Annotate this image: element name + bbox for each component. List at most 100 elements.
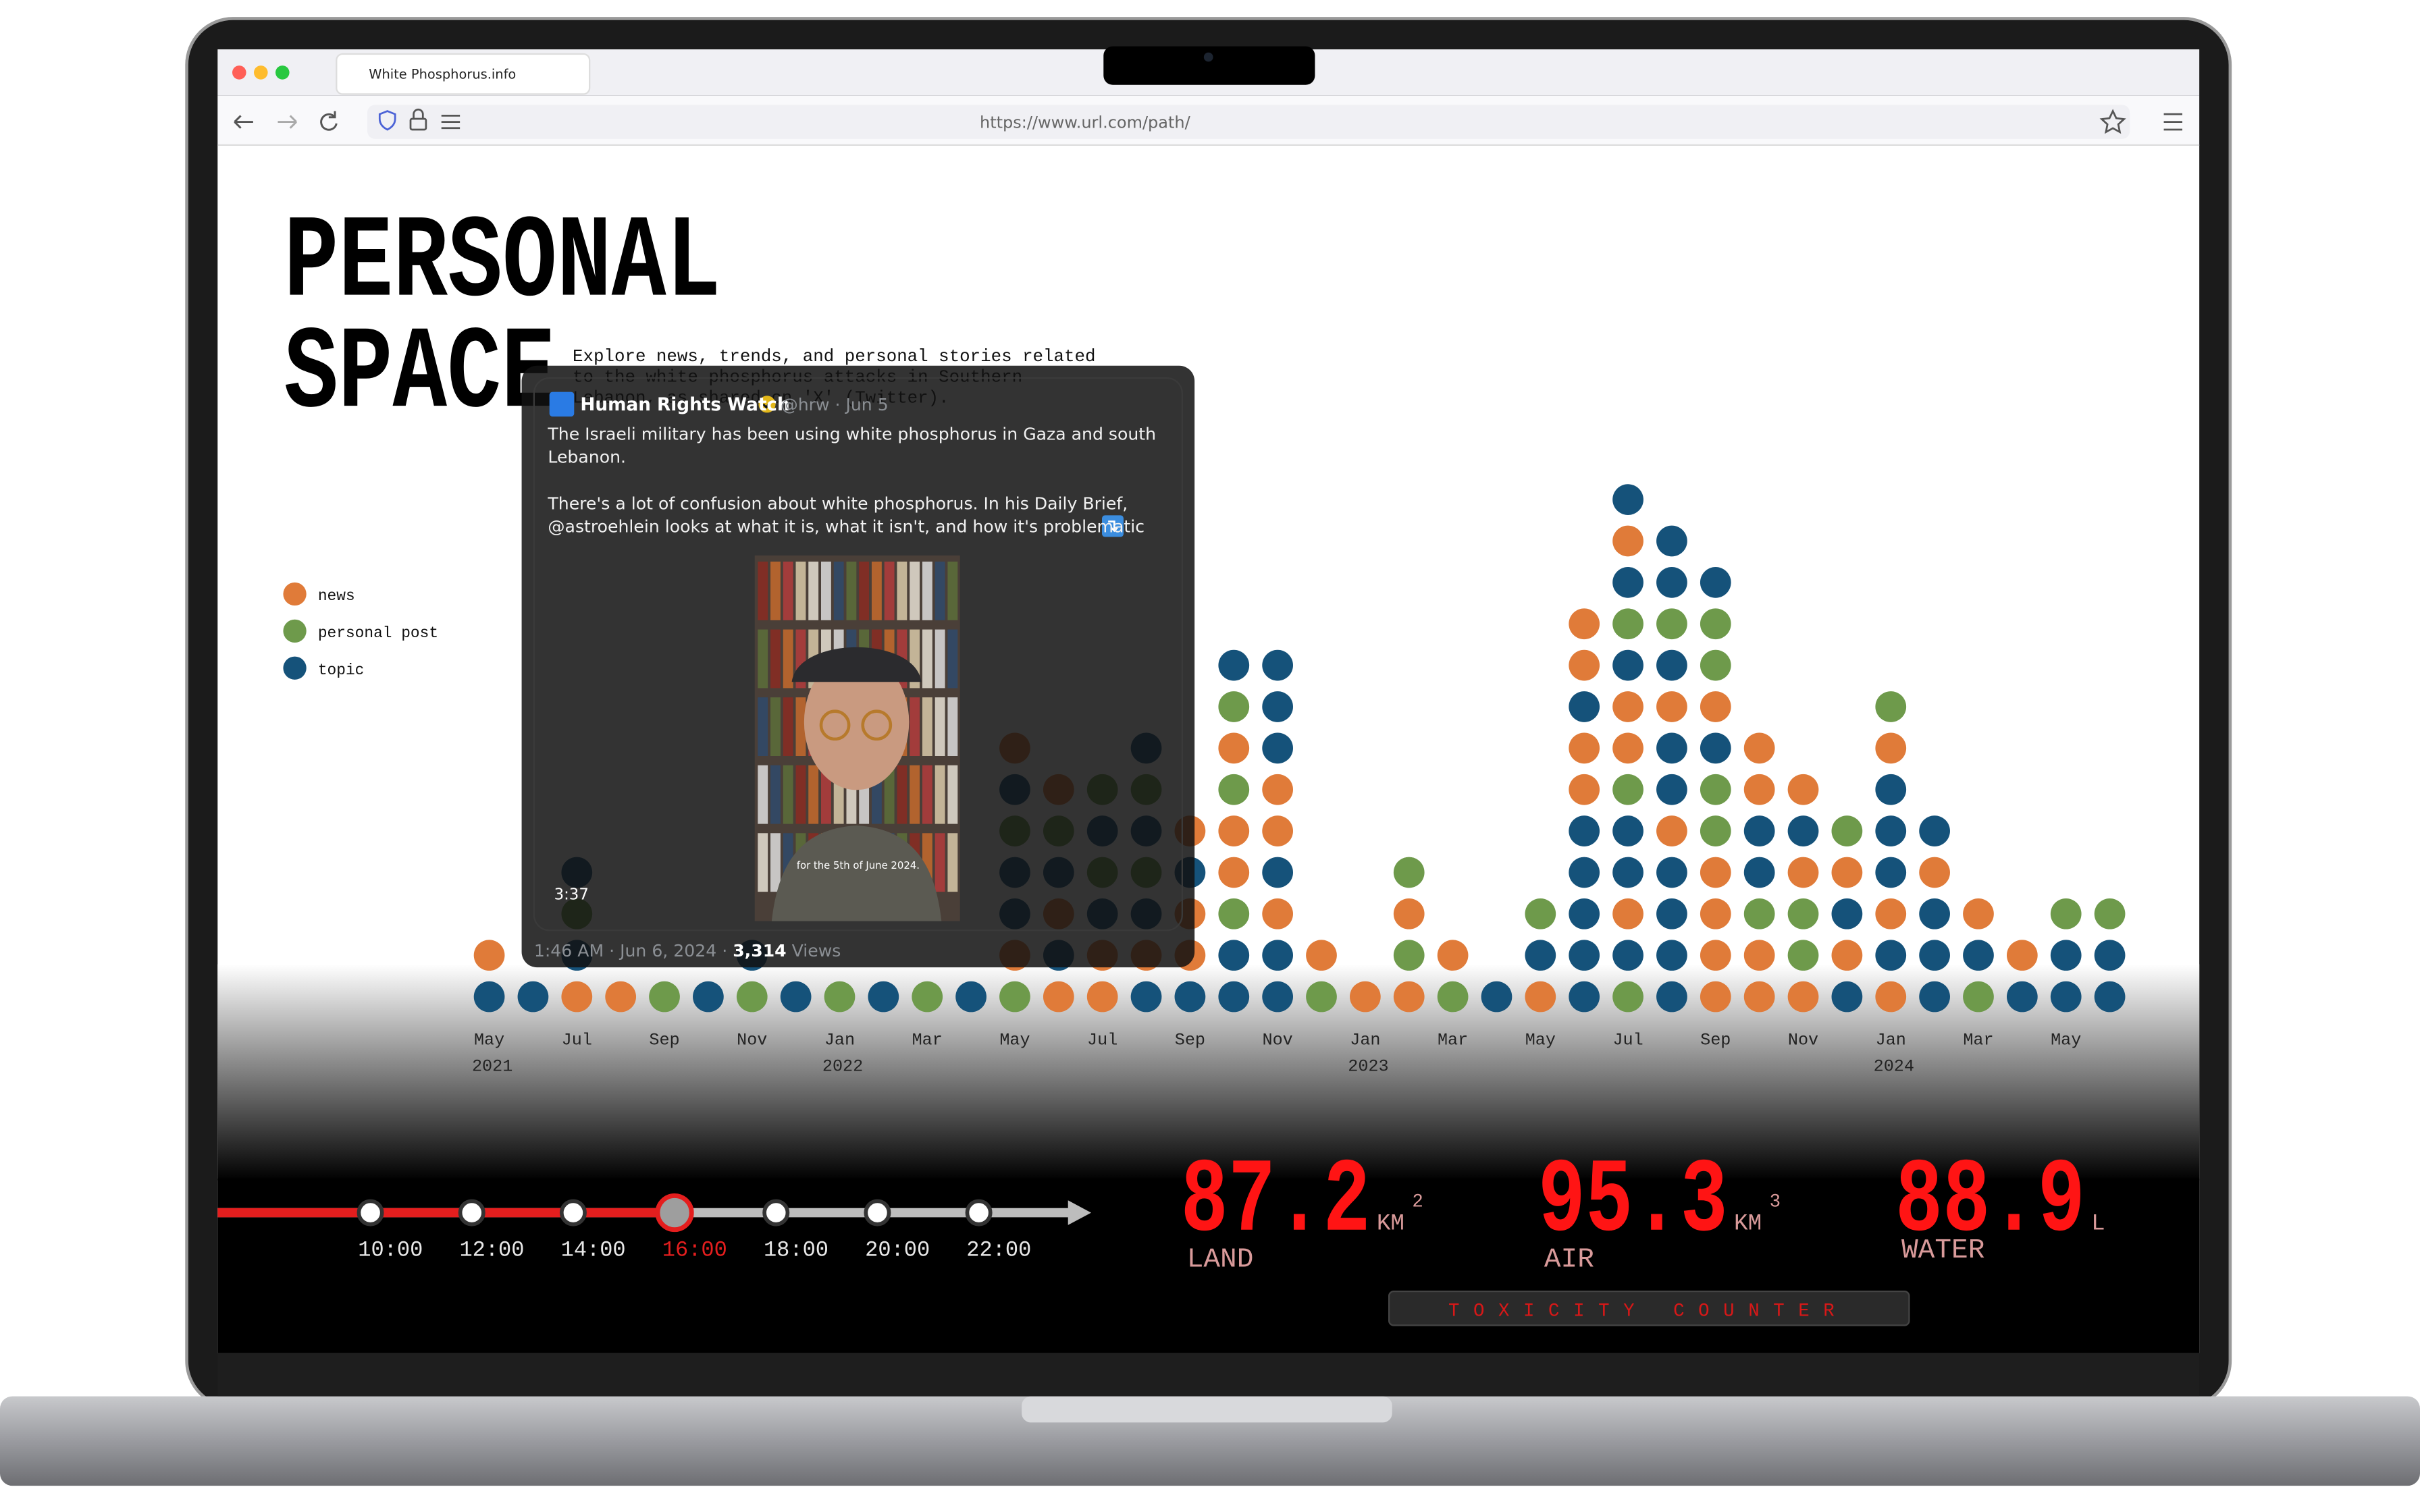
book [821,765,831,824]
forward-button[interactable] [278,115,297,129]
close-button[interactable] [232,65,246,80]
book [922,562,932,620]
legend-swatch [283,656,307,680]
dot [1875,732,1907,764]
timeline-label: 18:00 [764,1238,828,1263]
dot [1831,857,1863,888]
dot [1875,691,1907,722]
dot [1743,940,1775,971]
tab[interactable] [336,53,591,95]
legend-label: news [318,587,355,605]
dot [1393,898,1425,929]
video-caption: for the 5th of June 2024. [797,859,920,871]
dot [1612,815,1643,846]
glasses-left [819,709,851,741]
dot [1875,981,1907,1013]
counter-value: 88.9 [1895,1143,2085,1262]
dot [1612,691,1643,722]
url-bar[interactable] [367,105,2130,139]
zoom-button[interactable] [275,65,290,80]
x-tick-label: Jul [1087,1030,1117,1050]
book [783,697,793,756]
dot [1656,732,1687,764]
dot [1743,898,1775,929]
dot [1919,981,1950,1013]
book [859,562,870,620]
dot [1525,981,1556,1013]
shield-icon[interactable] [378,110,396,131]
tweet-text: Lebanon. [548,448,626,467]
dot [1262,981,1293,1013]
lock-icon[interactable] [409,117,427,131]
book [770,562,781,620]
dot [1963,981,1994,1013]
dot [1787,940,1819,971]
x-tick-label: Sep [649,1030,679,1050]
x-tick-label: Sep [1700,1030,1731,1050]
dot [1612,567,1643,598]
menu-button[interactable] [2163,113,2182,131]
legend-label: topic [318,662,365,679]
timeline-node [559,1199,587,1226]
settings-icon[interactable] [441,115,461,130]
minimize-button[interactable] [254,65,268,80]
dot [1569,981,1600,1013]
legend-swatch [283,582,307,606]
book [922,765,932,824]
dot [1306,981,1337,1013]
video[interactable] [754,555,960,921]
book [910,765,920,824]
dot [693,981,724,1013]
tweet-footer: 1:46 AM · Jun 6, 2024 · 3,314 Views [534,941,841,961]
dot [1831,898,1863,929]
dot [517,981,549,1013]
cap [791,647,922,682]
book [935,629,945,688]
back-button[interactable] [234,115,253,129]
book [897,765,908,824]
bookmark-star[interactable] [2099,109,2126,134]
dot [1130,981,1162,1013]
dot [1612,484,1643,515]
dot [1963,898,1994,929]
dot [1393,940,1425,971]
timeline-node [762,1199,790,1226]
dot [1787,981,1819,1013]
dot [1262,857,1293,888]
dot [955,981,987,1013]
dot [1700,732,1731,764]
dot [1218,732,1250,764]
dot [1612,898,1643,929]
dot [1919,857,1950,888]
dot [1875,940,1907,971]
dot [1612,732,1643,764]
dot [1700,857,1731,888]
dot [1875,898,1907,929]
counter-unit: L [2091,1211,2105,1237]
x-tick-label: Mar [1963,1030,1993,1050]
dot [1919,898,1950,929]
book [922,697,932,756]
tweet-tooltip[interactable] [521,365,1195,968]
dot [2050,898,2082,929]
dot [2006,940,2038,971]
book [770,765,781,824]
dot [1174,981,1206,1013]
dot [1743,981,1775,1013]
timeline-node [458,1199,485,1226]
dot [1831,815,1863,846]
book [808,765,819,824]
book [770,833,781,892]
camera-notch [1103,46,1315,85]
reload-button[interactable] [320,111,338,131]
counter-label: LAND [1187,1245,1254,1276]
dot [1218,774,1250,805]
dot [1700,815,1731,846]
dot [1262,732,1293,764]
video-duration: 3:37 [554,886,589,904]
page-title: SPACE [284,308,556,441]
dot [1919,940,1950,971]
url[interactable]: https://www.url.com/path/ [980,113,1191,132]
dot [1262,691,1293,722]
dot [1831,981,1863,1013]
